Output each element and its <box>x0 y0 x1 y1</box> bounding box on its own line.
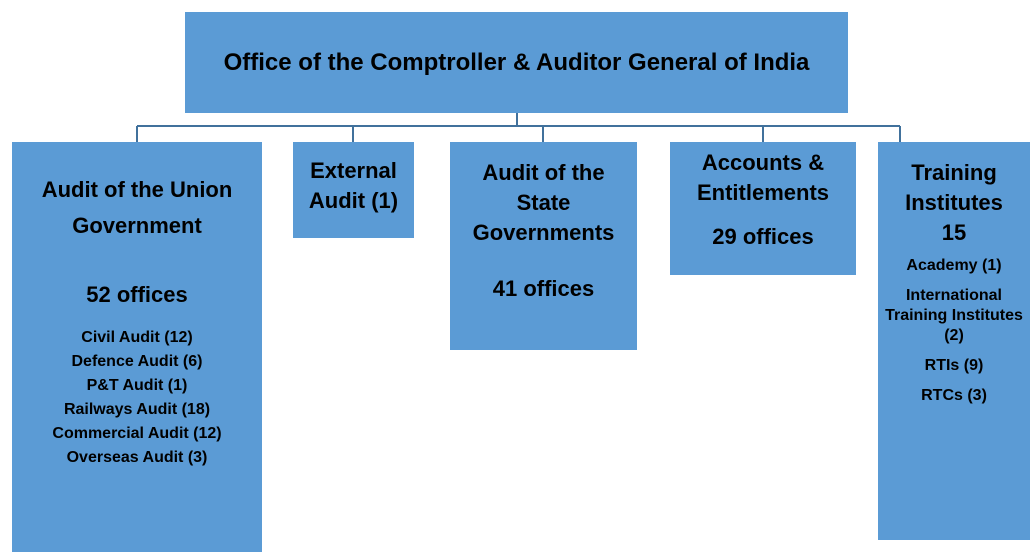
node-item: Commercial Audit (12) <box>52 425 222 442</box>
node-title: Training Institutes <box>905 160 1003 215</box>
node-box: Audit of the State Governments 41 office… <box>450 142 637 350</box>
node-item: P&T Audit (1) <box>86 377 188 394</box>
node-box: Audit of the Union Government 52 offices… <box>12 142 262 552</box>
node-item: Civil Audit (12) <box>81 329 193 346</box>
node-title: Accounts & Entitlements <box>696 150 830 205</box>
node-box: External Audit (1) <box>293 142 414 238</box>
node-box: Accounts & Entitlements 29 offices <box>670 142 856 275</box>
node-item: Railways Audit (18) <box>63 401 211 418</box>
node-item: International Training Institutes (2) <box>885 287 1023 344</box>
node-count: 29 offices <box>712 224 814 249</box>
root-title: Office of the Comptroller & Auditor Gene… <box>223 48 810 76</box>
node-title: Audit of the State Governments <box>472 160 615 245</box>
node-item: Overseas Audit (3) <box>66 449 208 466</box>
node-title: External Audit (1) <box>308 158 399 213</box>
node-count: 41 offices <box>492 276 595 301</box>
node-title: Audit of the Union Government <box>41 177 233 238</box>
node-item: RTCs (3) <box>921 387 987 404</box>
node-item: Academy (1) <box>906 257 1002 274</box>
node-item: RTIs (9) <box>924 357 984 374</box>
node-box: Training Institutes 15 Academy (1) Inter… <box>878 142 1030 540</box>
node-item: Defence Audit (6) <box>71 353 203 370</box>
node-count: 15 <box>941 220 967 245</box>
root-box: Office of the Comptroller & Auditor Gene… <box>185 12 848 113</box>
node-count: 52 offices <box>86 282 188 307</box>
